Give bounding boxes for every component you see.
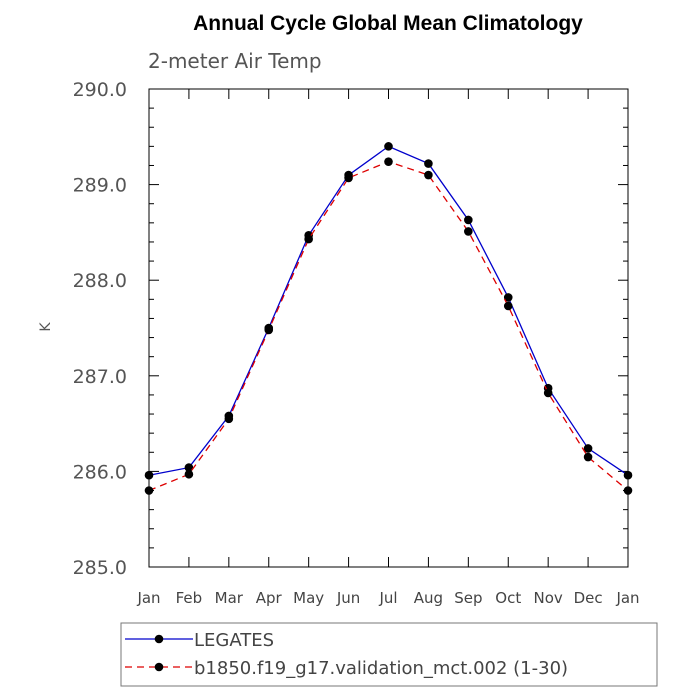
data-point-series-2 [583,452,593,462]
chart-subtitle: 2-meter Air Temp [148,49,322,73]
x-tick-label: Jan [615,589,639,607]
chart-title: Annual Cycle Global Mean Climatology [193,12,583,35]
x-tick-label: Mar [215,589,244,607]
data-point-series-1 [623,470,633,480]
data-point-series-2 [384,157,393,166]
data-point-series-1 [464,215,473,225]
x-tick-label: Sep [454,589,482,607]
y-axis-label: K [38,322,54,332]
legend-label-1: LEGATES [194,630,274,651]
x-tick-label: Nov [534,589,563,607]
x-tick-label: Dec [574,589,603,607]
data-point-series-1 [583,444,593,453]
data-point-series-1 [424,159,433,168]
y-tick-label: 285.0 [73,557,127,579]
data-point-series-2 [424,170,433,180]
data-point-series-2 [264,325,274,335]
x-tick-label: Oct [495,589,521,607]
data-point-series-1 [503,293,513,302]
x-tick-label: Jul [378,589,397,607]
data-point-series-1 [144,470,154,480]
data-point-series-2 [503,301,513,311]
series-line-2 [148,160,629,492]
data-point-series-2 [623,486,633,495]
y-tick-label: 286.0 [73,461,127,483]
x-tick-label: Apr [256,589,283,607]
legend-box [120,622,658,687]
data-point-series-1 [384,142,393,151]
y-tick-label: 287.0 [73,366,127,388]
series-line-1 [148,145,629,476]
x-tick-label: Aug [414,589,443,607]
legend-marker-2 [154,662,164,672]
x-tick-label: May [293,589,324,607]
data-point-series-2 [304,234,313,244]
data-point-series-2 [543,388,553,398]
y-tick-label: 290.0 [73,79,127,101]
y-tick-label: 289.0 [73,175,127,197]
data-point-series-2 [144,486,154,495]
legend: LEGATES b1850.f19_g17.validation_mct.002 … [120,622,658,687]
data-point-series-2 [344,173,353,183]
x-tick-label: Feb [176,589,203,607]
data-point-series-2 [184,469,194,479]
legend-label-2: b1850.f19_g17.validation_mct.002 (1-30) [194,658,568,679]
plot-area: 285.0 286.0 287.0 288.0 289.0 290.0 Jan Feb Mar A… [73,79,640,607]
x-tick-label: Jan [136,589,160,607]
legend-marker-1 [154,634,164,644]
x-tick-label: Jun [336,589,360,607]
y-tick-label: 288.0 [73,270,127,292]
data-point-series-1 [184,463,194,472]
data-point-series-2 [224,414,234,424]
data-point-series-2 [464,227,473,236]
